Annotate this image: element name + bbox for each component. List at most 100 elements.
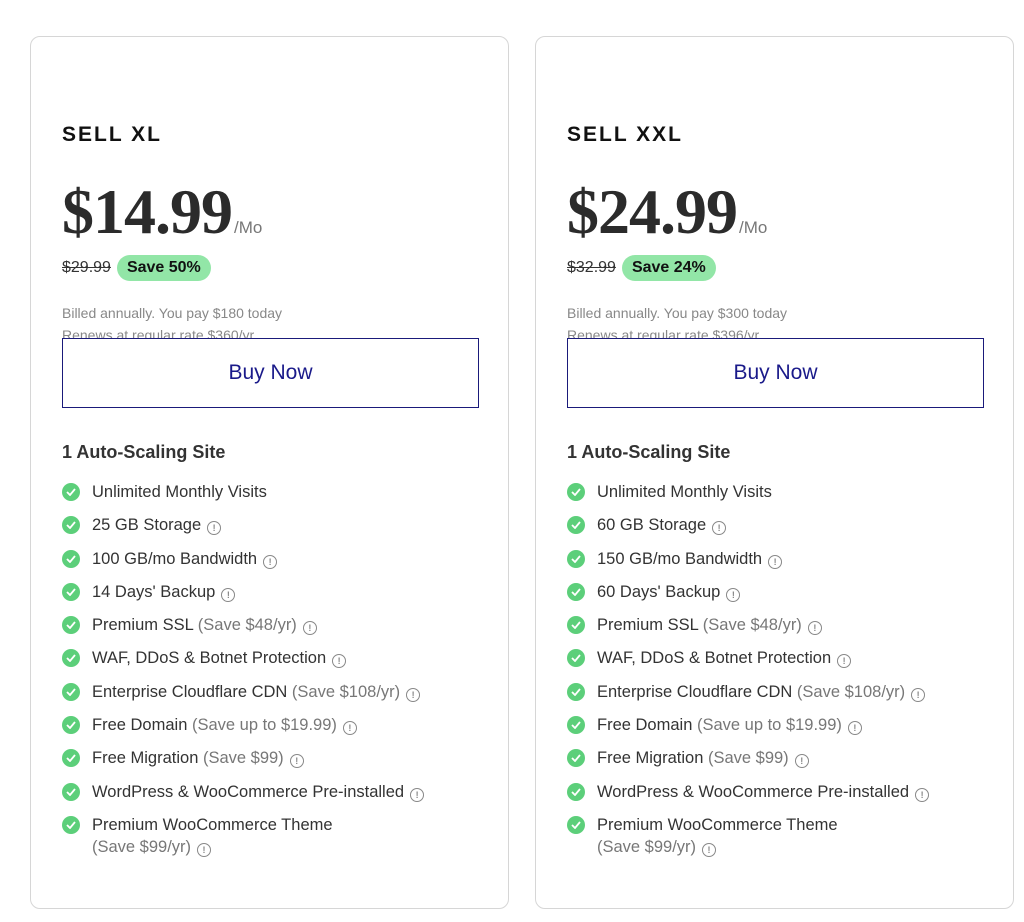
billing-text: Billed annually. You pay $180 today — [62, 305, 283, 321]
feature-text: Premium WooCommerce Theme — [597, 815, 838, 834]
check-icon — [62, 782, 80, 801]
feature-text: WAF, DDoS & Botnet Protection — [92, 649, 327, 668]
feature-note: (Save $48/yr) — [702, 616, 802, 635]
feature-note: (Save $108/yr) — [291, 682, 401, 701]
check-icon — [567, 782, 585, 801]
check-icon — [567, 616, 585, 635]
feature-text: 25 GB Storage — [92, 516, 202, 535]
feature-text: 60 Days' Backup — [597, 582, 721, 601]
feature-text: Free Migration — [92, 749, 199, 768]
info-icon[interactable]: ! — [702, 842, 717, 857]
feature-text: WAF, DDoS & Botnet Protection — [597, 649, 832, 668]
feature-text: Premium SSL — [597, 616, 699, 635]
feature-text: Enterprise Cloudflare CDN — [92, 682, 288, 701]
buy-now-button[interactable]: Buy Now — [567, 338, 984, 408]
feature-text: WordPress & WooCommerce Pre-installed — [597, 782, 910, 801]
feature-note: (Save $99/yr) — [597, 837, 697, 856]
price-amount: $24.99 — [567, 176, 738, 247]
price-period: /Mo — [234, 218, 263, 237]
check-icon — [62, 549, 80, 568]
info-icon[interactable]: ! — [794, 754, 809, 769]
check-icon — [567, 682, 585, 701]
feature-text: Unlimited Monthly Visits — [92, 483, 267, 501]
feature-list: Unlimited Monthly Visits 60 GB Storage! … — [567, 481, 930, 874]
check-icon — [567, 582, 585, 601]
feature-item: Unlimited Monthly Visits — [567, 481, 929, 514]
feature-item: Free Migration (Save $99)! — [62, 747, 424, 780]
feature-text: Unlimited Monthly Visits — [597, 483, 772, 501]
info-icon[interactable]: ! — [263, 554, 278, 569]
feature-item: WordPress & WooCommerce Pre-installed! — [62, 781, 425, 814]
check-icon — [567, 815, 585, 834]
feature-text: Premium SSL — [92, 616, 194, 635]
plan-name: SELL XL — [62, 123, 162, 146]
check-icon — [567, 649, 585, 668]
feature-text: Free Domain — [92, 716, 188, 735]
price: $14.99/Mo — [62, 175, 262, 249]
billing-text: Billed annually. You pay $300 today — [567, 305, 788, 321]
info-icon[interactable]: ! — [410, 787, 425, 802]
feature-text: 14 Days' Backup — [92, 582, 216, 601]
info-icon[interactable]: ! — [837, 654, 852, 669]
feature-item: 100 GB/mo Bandwidth! — [62, 548, 424, 581]
feature-text: 100 GB/mo Bandwidth — [92, 549, 258, 568]
feature-text: Premium WooCommerce Theme — [92, 815, 333, 834]
check-icon — [62, 815, 80, 834]
check-icon — [62, 716, 80, 735]
feature-item: Premium SSL (Save $48/yr)! — [62, 614, 424, 647]
feature-note: (Save $99/yr) — [92, 837, 192, 856]
info-icon[interactable]: ! — [197, 842, 212, 857]
check-icon — [567, 516, 585, 535]
feature-note: (Save up to $19.99) — [696, 716, 842, 735]
sites-heading: 1 Auto-Scaling Site — [567, 442, 731, 462]
feature-item: 150 GB/mo Bandwidth! — [567, 548, 929, 581]
feature-text: 60 GB Storage — [597, 516, 707, 535]
feature-item: Premium SSL (Save $48/yr)! — [567, 614, 929, 647]
feature-item: Free Domain (Save up to $19.99)! — [567, 714, 929, 747]
feature-text: WordPress & WooCommerce Pre-installed — [92, 782, 405, 801]
price: $24.99/Mo — [567, 175, 767, 249]
check-icon — [567, 716, 585, 735]
info-icon[interactable]: ! — [915, 787, 930, 802]
info-icon[interactable]: ! — [726, 587, 741, 602]
buy-now-button[interactable]: Buy Now — [62, 338, 479, 408]
info-icon[interactable]: ! — [712, 521, 727, 536]
feature-item: Free Migration (Save $99)! — [567, 747, 929, 780]
check-icon — [62, 749, 80, 768]
check-icon — [567, 549, 585, 568]
check-icon — [567, 483, 585, 501]
feature-item: Premium WooCommerce Theme (Save $99/yr)! — [567, 814, 929, 874]
feature-text: Free Domain — [597, 716, 693, 735]
original-price: $29.99 — [62, 259, 111, 276]
feature-item: Enterprise Cloudflare CDN (Save $108/yr)… — [567, 681, 929, 714]
check-icon — [62, 616, 80, 635]
info-icon[interactable]: ! — [911, 687, 926, 702]
info-icon[interactable]: ! — [207, 521, 222, 536]
original-price: $32.99 — [567, 259, 616, 276]
feature-item: WAF, DDoS & Botnet Protection! — [62, 647, 424, 680]
feature-item: Enterprise Cloudflare CDN (Save $108/yr)… — [62, 681, 424, 714]
feature-list: Unlimited Monthly Visits 25 GB Storage! … — [62, 481, 425, 874]
check-icon — [62, 582, 80, 601]
plan-card: SELL XL $14.99/Mo $29.99 Save 50% Billed … — [30, 36, 509, 909]
feature-item: WordPress & WooCommerce Pre-installed! — [567, 781, 930, 814]
save-badge: Save 24% — [621, 255, 716, 281]
info-icon[interactable]: ! — [768, 554, 783, 569]
info-icon[interactable]: ! — [221, 587, 236, 602]
feature-text: Free Migration — [597, 749, 704, 768]
feature-item: 14 Days' Backup! — [62, 581, 424, 614]
feature-item: 60 Days' Backup! — [567, 581, 929, 614]
info-icon[interactable]: ! — [289, 754, 304, 769]
info-icon[interactable]: ! — [847, 721, 862, 736]
feature-note: (Save $99) — [202, 749, 284, 768]
info-icon[interactable]: ! — [342, 721, 357, 736]
feature-item: 25 GB Storage! — [62, 514, 424, 547]
check-icon — [62, 649, 80, 668]
info-icon[interactable]: ! — [302, 621, 317, 636]
info-icon[interactable]: ! — [406, 687, 421, 702]
check-icon — [62, 483, 80, 501]
feature-item: Free Domain (Save up to $19.99)! — [62, 714, 424, 747]
info-icon[interactable]: ! — [807, 621, 822, 636]
info-icon[interactable]: ! — [332, 654, 347, 669]
plan-card: SELL XXL $24.99/Mo $32.99 Save 24% Billed… — [535, 36, 1014, 909]
